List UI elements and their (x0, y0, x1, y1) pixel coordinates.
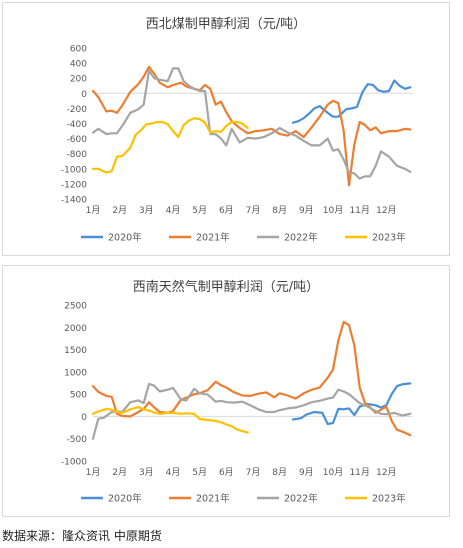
x-tick-label: 8月 (272, 467, 287, 478)
y-tick-label: 200 (70, 75, 87, 85)
chart-panel-northwest: 西北煤制甲醇利润（元/吨） 600 400 200 0 -200 -400 -600 -800… (2, 2, 450, 256)
x-tick-label: 2月 (112, 467, 127, 478)
series-line (91, 65, 412, 187)
y-tick-label: -1000 (61, 458, 87, 468)
series-line (91, 382, 412, 440)
x-tick-label: 4月 (166, 467, 181, 478)
chart-panel-southwest: 西南天然气制甲醇利润（元/吨） 2500 2000 1500 1000 500 0 -500… (2, 265, 450, 517)
legend-label: 2020年 (108, 493, 142, 505)
x-tick-label: 1月 (86, 467, 101, 478)
x-tick-label: 9月 (299, 467, 314, 478)
y-tick-label: 1000 (64, 368, 87, 378)
y-tick-label: 2000 (64, 324, 87, 334)
x-tick-label: 12月 (376, 205, 396, 216)
legend-label: 2023年 (372, 493, 406, 505)
legend-label: 2022年 (284, 493, 318, 505)
x-tick-label: 10月 (323, 205, 343, 216)
source-note: 数据来源：隆众资讯 中原期货 (2, 529, 162, 543)
y-tick-label: 400 (70, 60, 87, 70)
x-tick-label: 11月 (349, 205, 369, 216)
series-line (91, 117, 249, 174)
y-tick-label: -1400 (61, 196, 87, 206)
y-tick-label: -800 (67, 150, 88, 160)
y-tick-label: -1200 (61, 180, 87, 190)
x-tick-label: 7月 (246, 467, 261, 478)
y-tick-label: -500 (67, 435, 88, 445)
y-tick-label: 2500 (64, 302, 87, 312)
x-tick-label: 11月 (349, 467, 369, 478)
legend-label: 2022年 (284, 232, 318, 244)
x-tick-label: 1月 (86, 205, 101, 216)
x-tick-label: 4月 (166, 205, 181, 216)
legend-label: 2020年 (108, 232, 142, 244)
x-tick-label: 8月 (272, 205, 287, 216)
x-tick-label: 6月 (219, 205, 234, 216)
chart-title: 西南天然气制甲醇利润（元/吨） (132, 280, 320, 295)
series-line (91, 406, 249, 434)
y-tick-label: 0 (81, 90, 87, 100)
x-tick-label: 9月 (299, 205, 314, 216)
x-tick-label: 7月 (246, 205, 261, 216)
x-tick-label: 5月 (192, 467, 207, 478)
y-tick-label: 1500 (64, 346, 87, 356)
x-tick-label: 6月 (219, 467, 234, 478)
y-tick-label: -1000 (61, 165, 87, 175)
chart-title: 西北煤制甲醇利润（元/吨） (145, 17, 307, 32)
x-tick-label: 3月 (139, 467, 154, 478)
legend-label: 2021年 (196, 493, 230, 505)
y-tick-label: 600 (70, 45, 87, 55)
x-tick-label: 2月 (112, 205, 127, 216)
x-tick-label: 10月 (323, 467, 343, 478)
legend-label: 2023年 (372, 232, 406, 244)
series-line (291, 79, 412, 124)
x-tick-label: 3月 (139, 205, 154, 216)
y-tick-label: 500 (70, 391, 87, 401)
x-tick-label: 12月 (376, 467, 396, 478)
y-tick-label: 0 (81, 413, 87, 423)
series-line (91, 320, 412, 437)
y-tick-label: -400 (67, 120, 88, 130)
y-tick-label: -200 (67, 105, 88, 115)
x-tick-label: 5月 (192, 205, 207, 216)
y-tick-label: -600 (67, 135, 88, 145)
legend-label: 2021年 (196, 232, 230, 244)
chart-northwest-coal-methanol-profit: 600 400 200 0 -200 -400 -600 -800 -1000 -1200 -140… (61, 45, 413, 244)
series-line (291, 382, 412, 426)
series-line (91, 67, 412, 180)
